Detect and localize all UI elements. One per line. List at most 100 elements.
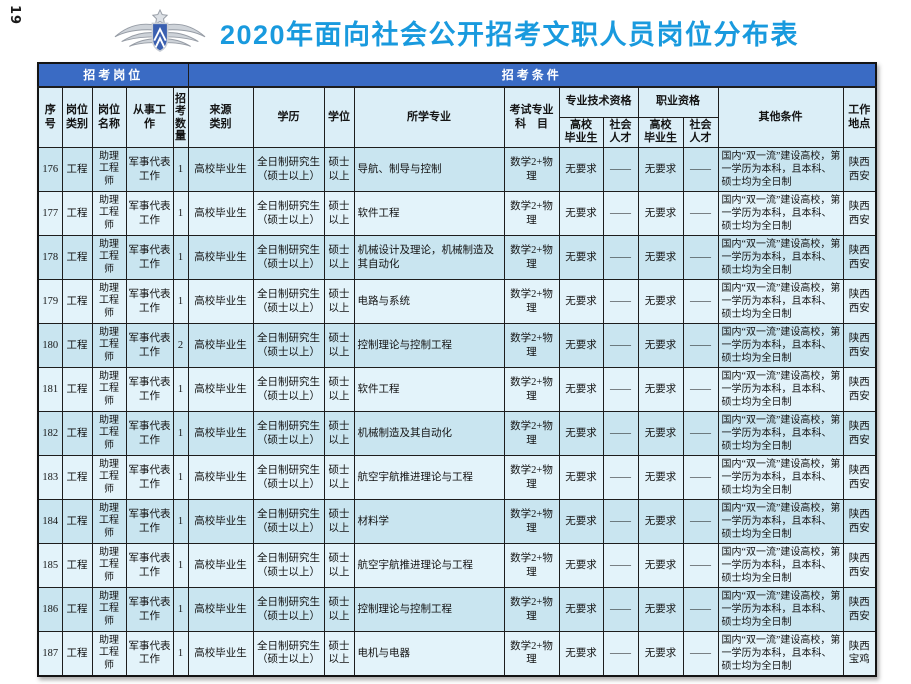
cell-major: 软件工程 — [353, 367, 505, 412]
cell-exam-subject: 数学2+物理 — [503, 323, 560, 368]
cell-source-category: 高校毕业生 — [187, 587, 254, 632]
cell-occ-qual-grad: 无要求 — [637, 279, 684, 324]
cell-tech-qual-social: —— — [602, 235, 639, 280]
cell-major: 控制理论与控制工程 — [353, 587, 505, 632]
cell-work-location: 陕西西安 — [842, 543, 877, 588]
cell-recruit-count: 1 — [172, 147, 189, 192]
table-row: 179 工程 助理工程师 军事代表工作 1 高校毕业生 全日制研究生（硕士以上）… — [37, 279, 877, 324]
table-row: 187 工程 助理工程师 军事代表工作 1 高校毕业生 全日制研究生（硕士以上）… — [37, 631, 877, 676]
cell-major: 电路与系统 — [353, 279, 505, 324]
cell-degree: 硕士以上 — [323, 543, 355, 588]
cell-serial-number: 178 — [37, 235, 63, 280]
cell-occ-qual-social: —— — [682, 631, 719, 676]
cell-other-conditions: 国内“双一流”建设高校，第一学历为本科，且本科、硕士均为全日制 — [717, 235, 844, 280]
header-recruit-count: 招 考 数 量 — [172, 86, 189, 148]
header-occ-social: 社会 人才 — [682, 116, 719, 148]
cell-occ-qual-social: —— — [682, 543, 719, 588]
cell-source-category: 高校毕业生 — [187, 191, 254, 236]
cell-tech-qual-social: —— — [602, 631, 639, 676]
cell-serial-number: 182 — [37, 411, 63, 456]
cell-position-name: 助理工程师 — [91, 455, 127, 500]
cell-education: 全日制研究生（硕士以上） — [252, 367, 325, 412]
cell-other-conditions: 国内“双一流”建设高校，第一学历为本科，且本科、硕士均为全日制 — [717, 587, 844, 632]
header-serial-number: 序 号 — [37, 86, 63, 148]
cell-occ-qual-social: —— — [682, 279, 719, 324]
cell-education: 全日制研究生（硕士以上） — [252, 455, 325, 500]
header-source-category: 来源 类别 — [187, 86, 254, 148]
cell-serial-number: 183 — [37, 455, 63, 500]
cell-source-category: 高校毕业生 — [187, 235, 254, 280]
cell-source-category: 高校毕业生 — [187, 323, 254, 368]
cell-exam-subject: 数学2+物理 — [503, 147, 560, 192]
cell-other-conditions: 国内“双一流”建设高校，第一学历为本科，且本科、硕士均为全日制 — [717, 631, 844, 676]
cell-position-name: 助理工程师 — [91, 411, 127, 456]
cell-work: 军事代表工作 — [125, 631, 174, 676]
cell-major: 机械制造及其自动化 — [353, 411, 505, 456]
cell-occ-qual-social: —— — [682, 367, 719, 412]
cell-work-location: 陕西西安 — [842, 191, 877, 236]
cell-exam-subject: 数学2+物理 — [503, 367, 560, 412]
cell-degree: 硕士以上 — [323, 367, 355, 412]
cell-exam-subject: 数学2+物理 — [503, 631, 560, 676]
cell-position-category: 工程 — [61, 455, 93, 500]
cell-other-conditions: 国内“双一流”建设高校，第一学历为本科，且本科、硕士均为全日制 — [717, 499, 844, 544]
cell-exam-subject: 数学2+物理 — [503, 587, 560, 632]
cell-occ-qual-grad: 无要求 — [637, 323, 684, 368]
recruitment-table: 招考岗位 招考条件 序 号 岗位 类别 岗位 名称 从事工作 招 考 数 量 来… — [37, 62, 877, 677]
table-row: 181 工程 助理工程师 军事代表工作 1 高校毕业生 全日制研究生（硕士以上）… — [37, 367, 877, 412]
cell-work-location: 陕西西安 — [842, 279, 877, 324]
cell-tech-qual-social: —— — [602, 147, 639, 192]
cell-tech-qual-grad: 无要求 — [558, 499, 604, 544]
cell-position-category: 工程 — [61, 323, 93, 368]
cell-exam-subject: 数学2+物理 — [503, 455, 560, 500]
cell-education: 全日制研究生（硕士以上） — [252, 279, 325, 324]
cell-work: 军事代表工作 — [125, 191, 174, 236]
cell-other-conditions: 国内“双一流”建设高校，第一学历为本科，且本科、硕士均为全日制 — [717, 279, 844, 324]
cell-degree: 硕士以上 — [323, 235, 355, 280]
cell-occ-qual-social: —— — [682, 235, 719, 280]
cell-major: 控制理论与控制工程 — [353, 323, 505, 368]
table-body: 176 工程 助理工程师 军事代表工作 1 高校毕业生 全日制研究生（硕士以上）… — [37, 147, 877, 676]
cell-tech-qual-grad: 无要求 — [558, 323, 604, 368]
table-row: 178 工程 助理工程师 军事代表工作 1 高校毕业生 全日制研究生（硕士以上）… — [37, 235, 877, 280]
cell-occ-qual-grad: 无要求 — [637, 367, 684, 412]
cell-other-conditions: 国内“双一流”建设高校，第一学历为本科，且本科、硕士均为全日制 — [717, 147, 844, 192]
cell-position-category: 工程 — [61, 411, 93, 456]
cell-position-category: 工程 — [61, 587, 93, 632]
cell-occ-qual-grad: 无要求 — [637, 587, 684, 632]
cell-position-name: 助理工程师 — [91, 631, 127, 676]
cell-occ-qual-social: —— — [682, 191, 719, 236]
cell-exam-subject: 数学2+物理 — [503, 543, 560, 588]
header-education: 学历 — [252, 86, 325, 148]
table-row: 176 工程 助理工程师 军事代表工作 1 高校毕业生 全日制研究生（硕士以上）… — [37, 147, 877, 192]
cell-occ-qual-grad: 无要求 — [637, 147, 684, 192]
header-work: 从事工作 — [125, 86, 174, 148]
group-recruit-positions: 招考岗位 — [37, 62, 189, 88]
cell-work-location: 陕西西安 — [842, 367, 877, 412]
cell-work: 军事代表工作 — [125, 499, 174, 544]
cell-recruit-count: 1 — [172, 367, 189, 412]
cell-work: 军事代表工作 — [125, 235, 174, 280]
header-position-name: 岗位 名称 — [91, 86, 127, 148]
cell-position-category: 工程 — [61, 147, 93, 192]
cell-degree: 硕士以上 — [323, 279, 355, 324]
cell-occ-qual-grad: 无要求 — [637, 411, 684, 456]
cell-position-category: 工程 — [61, 499, 93, 544]
cell-occ-qual-social: —— — [682, 411, 719, 456]
cell-serial-number: 176 — [37, 147, 63, 192]
cell-tech-qual-grad: 无要求 — [558, 279, 604, 324]
cell-work: 军事代表工作 — [125, 279, 174, 324]
cell-source-category: 高校毕业生 — [187, 411, 254, 456]
cell-position-category: 工程 — [61, 631, 93, 676]
cell-work: 军事代表工作 — [125, 323, 174, 368]
star-icon — [151, 9, 169, 25]
cell-degree: 硕士以上 — [323, 411, 355, 456]
cell-major: 电机与电器 — [353, 631, 505, 676]
header-degree: 学位 — [323, 86, 355, 148]
cell-degree: 硕士以上 — [323, 455, 355, 500]
cell-occ-qual-social: —— — [682, 587, 719, 632]
cell-position-name: 助理工程师 — [91, 235, 127, 280]
cell-education: 全日制研究生（硕士以上） — [252, 235, 325, 280]
cell-major: 航空宇航推进理论与工程 — [353, 455, 505, 500]
cell-serial-number: 177 — [37, 191, 63, 236]
